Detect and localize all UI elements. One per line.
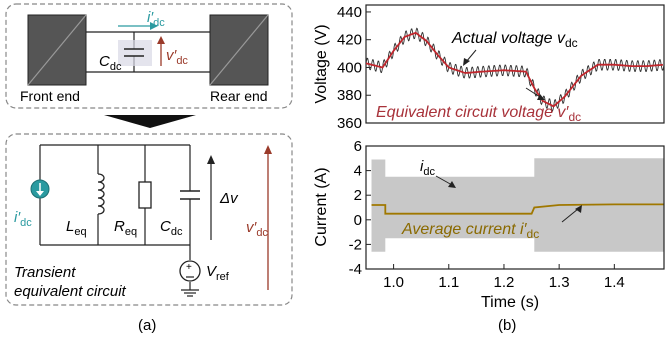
equiv-annotation-arrowhead — [537, 94, 545, 100]
equivalent-voltage-annotation: Equivalent circuit voltage v′dc — [376, 104, 581, 124]
vdc-label: v′dc — [246, 219, 268, 239]
current-ylabel: Current (A) — [313, 167, 330, 246]
voltage-ytick-label: 360 — [337, 115, 362, 132]
voltage-ytick-label: 400 — [337, 59, 362, 76]
actual-annotation-arrowhead — [463, 58, 470, 66]
top-current-label: i′dc — [147, 9, 165, 29]
current-ytick-label: 2 — [354, 187, 362, 204]
dc-capacitor-symbol — [124, 48, 144, 57]
current-source-icon — [30, 179, 50, 199]
current-ytick-label: 6 — [354, 138, 362, 155]
idc-annotation-arrowhead — [448, 181, 456, 188]
ground-icon — [181, 289, 199, 297]
capacitor-icon — [180, 190, 200, 200]
top-dashed-box — [5, 3, 293, 109]
top-cap-label: Cdc — [99, 53, 122, 73]
voltage-ytick-label: 440 — [337, 4, 362, 21]
equiv-annotation-pointer — [525, 87, 541, 98]
vdc-arrowhead — [264, 145, 272, 154]
time-xlabel: Time (s) — [481, 294, 539, 311]
current-xticks: 1.0 1.1 1.2 1.3 1.4 — [383, 264, 625, 291]
delta-v-label: Δv — [219, 190, 239, 207]
top-current-arrowhead — [150, 22, 158, 30]
delta-v-arrowhead — [207, 155, 215, 164]
bottom-dashed-box — [5, 133, 293, 306]
rear-end-label: Rear end — [210, 88, 268, 104]
voltage-plot: 360 380 400 420 440 Actual voltage vdc Equiv… — [313, 4, 665, 132]
resistor-label: Req — [114, 218, 137, 238]
resistor-icon — [138, 181, 152, 209]
current-ytick-label: -2 — [349, 236, 362, 253]
cap-highlight — [118, 40, 152, 66]
current-xtick-label: 1.2 — [494, 274, 515, 291]
idc-annotation-pointer — [435, 175, 453, 186]
current-xtick-label: 1.0 — [383, 274, 404, 291]
current-xtick-label: 1.3 — [549, 274, 570, 291]
current-xtick-label: 1.4 — [604, 274, 625, 291]
front-end-converter — [27, 14, 87, 86]
current-ytick-label: -4 — [349, 261, 362, 278]
current-xtick-label: 1.1 — [438, 274, 459, 291]
current-plot-frame — [365, 145, 665, 270]
average-current-annotation: Average current i′dc — [401, 221, 539, 241]
top-voltage-arrowhead — [157, 36, 165, 44]
equivalent-circuit-wires — [39, 144, 191, 290]
current-ytick-label: 4 — [354, 163, 362, 180]
inductor-icon — [97, 173, 105, 215]
top-voltage-label: v′dc — [166, 47, 188, 67]
front-end-label: Front end — [20, 88, 80, 104]
current-yticks: -4 -2 0 2 4 6 — [349, 138, 371, 278]
avg-annotation-pointer — [561, 208, 579, 223]
rear-end-converter — [209, 14, 269, 86]
current-plot: -4 -2 0 2 4 6 1.0 1.1 1.2 1.3 1.4 idc Average cur… — [313, 138, 665, 311]
capacitor-label: Cdc — [160, 218, 183, 238]
panel-a-label: (a) — [138, 317, 156, 334]
voltage-ytick-label: 380 — [337, 87, 362, 104]
current-ripple-band — [371, 158, 664, 252]
caption-line2: equivalent circuit — [14, 283, 127, 300]
avg-annotation-arrowhead — [575, 205, 582, 213]
transform-arrow — [104, 115, 196, 128]
actual-voltage-annotation: Actual voltage vdc — [451, 30, 578, 50]
idc-annotation: idc — [420, 158, 435, 178]
voltage-source-icon: + — [179, 260, 201, 282]
equivalent-voltage-line — [366, 31, 663, 108]
average-current-line — [371, 203, 664, 215]
vref-label: Vref — [206, 263, 230, 283]
voltage-yticks: 360 380 400 420 440 — [337, 4, 371, 132]
caption-line1: Transient — [14, 264, 76, 281]
svg-text:+: + — [186, 262, 192, 273]
voltage-ylabel: Voltage (V) — [313, 24, 330, 103]
voltage-ytick-label: 420 — [337, 32, 362, 49]
current-ytick-label: 0 — [354, 212, 362, 229]
inductor-label: Leq — [66, 218, 87, 238]
panel-b-label: (b) — [498, 317, 516, 334]
source-current-label: i′dc — [14, 209, 32, 229]
